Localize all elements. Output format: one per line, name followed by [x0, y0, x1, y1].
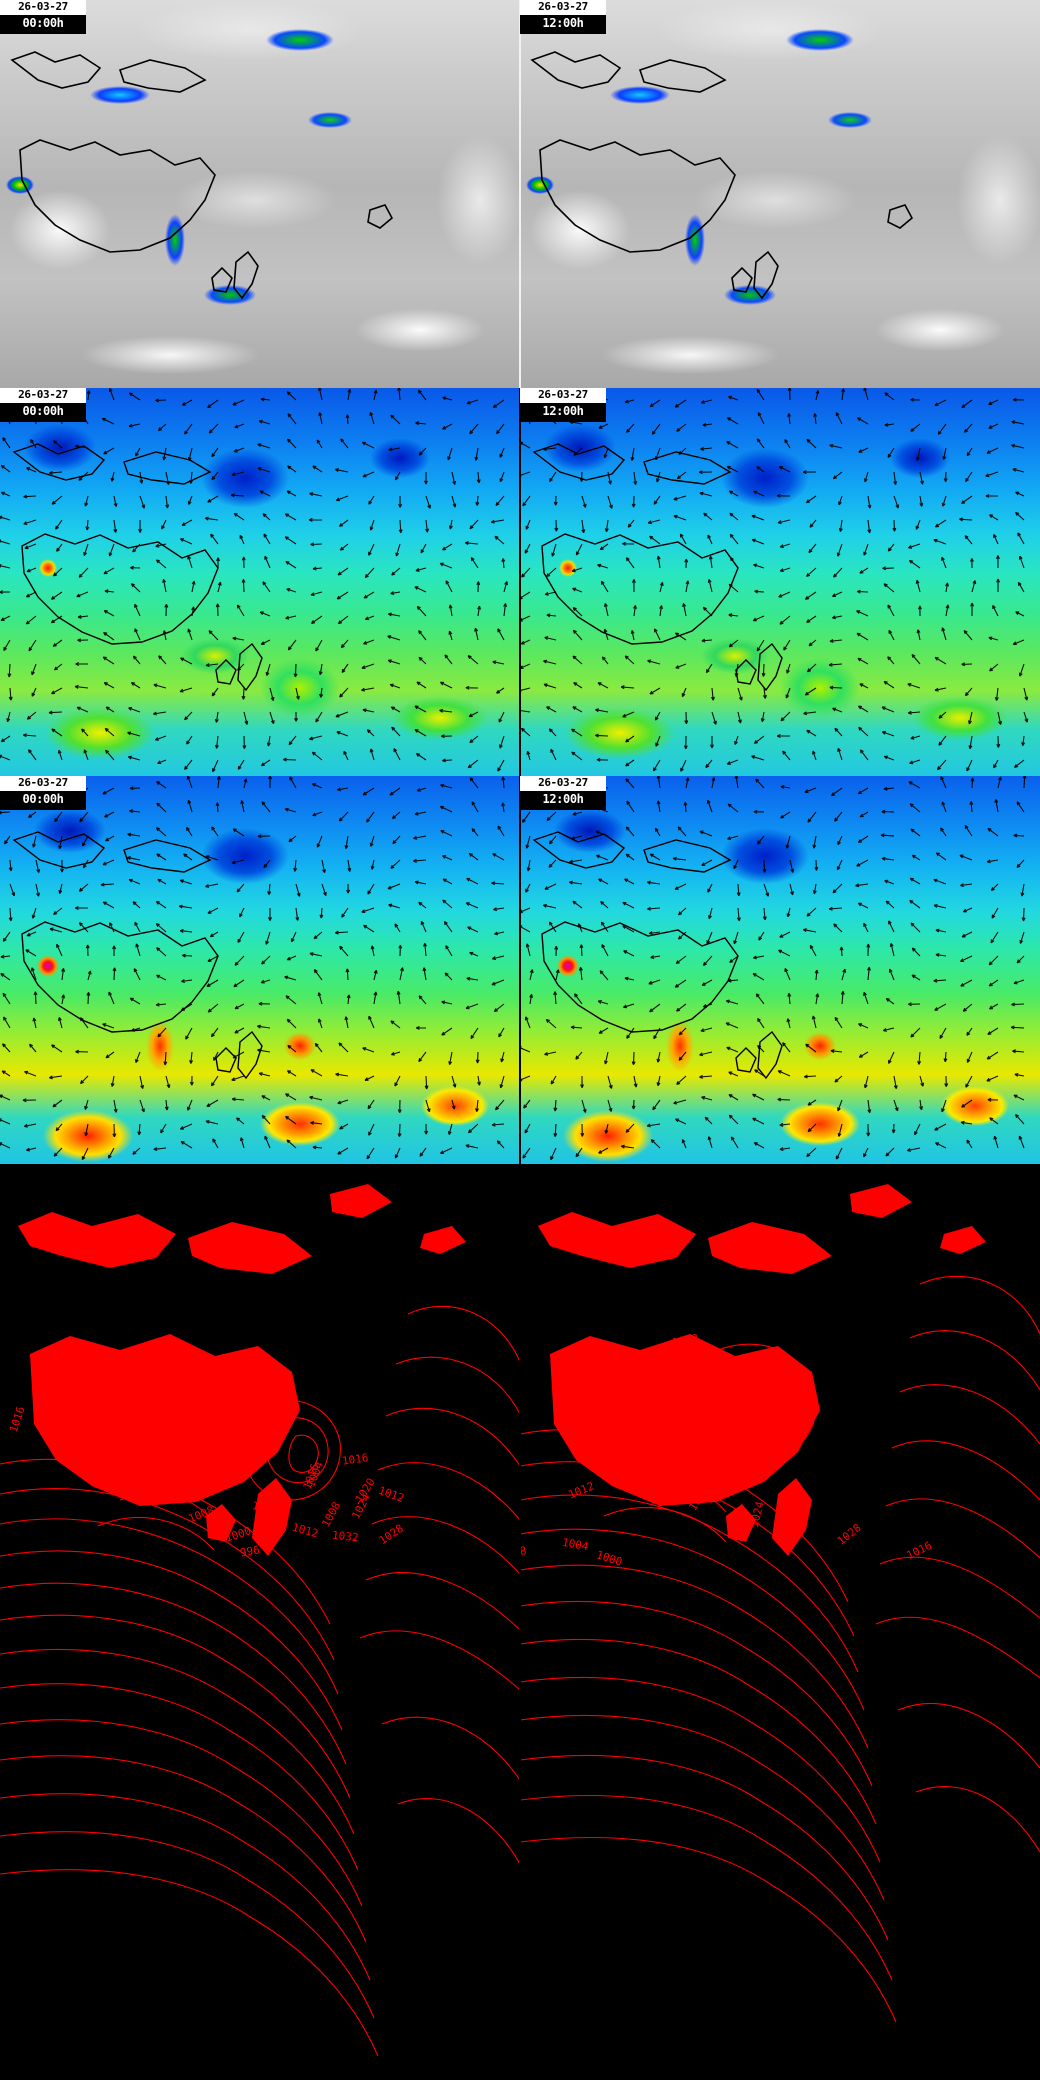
- pressure-panel-00z[interactable]: 1016 1028 1012 1008 1004 1000 996 1012 1032 1012 1…: [0, 1164, 520, 2080]
- wind-panel-lower-00z[interactable]: 26-03-27 00:00h: [0, 776, 520, 1164]
- stamp-time: 00:00h: [0, 15, 86, 34]
- row-wind-lower: 26-03-27 00:00h 26-03-27 12:00h: [0, 776, 1040, 1164]
- timestamp-stamp: 26-03-27 00:00h: [0, 0, 86, 34]
- timestamp-stamp: 26-03-27 00:00h: [0, 776, 86, 810]
- coastline-overlay-icon: [530, 51, 914, 300]
- isobar-value-label: 1032: [331, 1528, 360, 1545]
- stamp-time: 12:00h: [520, 791, 606, 810]
- wind-vector-arrows-icon: [520, 388, 1029, 772]
- row-pressure: 1016 1028 1012 1008 1004 1000 996 1012 1032 1012 1…: [0, 1164, 1040, 2080]
- timestamp-stamp: 26-03-27 12:00h: [520, 776, 606, 810]
- stamp-date: 26-03-27: [0, 388, 86, 403]
- stamp-time: 00:00h: [0, 791, 86, 810]
- isobar-contours-left: [0, 1184, 520, 2057]
- wind-vector-arrows-icon: [0, 388, 508, 773]
- stamp-date: 26-03-27: [520, 388, 606, 403]
- stamp-date: 26-03-27: [0, 0, 86, 15]
- stamp-time: 00:00h: [0, 403, 86, 422]
- panel-divider: [519, 388, 521, 776]
- pressure-panel-12z[interactable]: 1008102410121012100810161020102410281016…: [520, 1164, 1040, 2080]
- timestamp-stamp: 26-03-27 12:00h: [520, 388, 606, 422]
- panel-divider: [519, 0, 521, 388]
- isobar-contours-right: [520, 1184, 1040, 2023]
- wind-panel-upper-00z[interactable]: 26-03-27 00:00h: [0, 388, 520, 776]
- coastline-overlay-icon: [10, 51, 394, 300]
- stamp-date: 26-03-27: [520, 0, 606, 15]
- row-wind-upper: 26-03-27 00:00h 26-03-27 12:00h: [0, 388, 1040, 776]
- panel-divider: [519, 776, 521, 1164]
- row-satellite: 26-03-27 00:00h 26-03-27 12:00h: [0, 0, 1040, 388]
- satellite-panel-00z[interactable]: 26-03-27 00:00h: [0, 0, 520, 388]
- satellite-panel-12z[interactable]: 26-03-27 12:00h: [520, 0, 1040, 388]
- stamp-date: 26-03-27: [0, 776, 86, 791]
- panel-divider: [519, 1164, 521, 2080]
- stamp-date: 26-03-27: [520, 776, 606, 791]
- wind-vector-arrows-icon: [0, 776, 506, 1161]
- timestamp-stamp: 26-03-27 12:00h: [520, 0, 606, 34]
- stamp-time: 12:00h: [520, 15, 606, 34]
- timestamp-stamp: 26-03-27 00:00h: [0, 388, 86, 422]
- stamp-time: 12:00h: [520, 403, 606, 422]
- wind-vector-arrows-icon: [520, 776, 1027, 1161]
- wind-panel-lower-12z[interactable]: 26-03-27 12:00h: [520, 776, 1040, 1164]
- wind-panel-upper-12z[interactable]: 26-03-27 12:00h: [520, 388, 1040, 776]
